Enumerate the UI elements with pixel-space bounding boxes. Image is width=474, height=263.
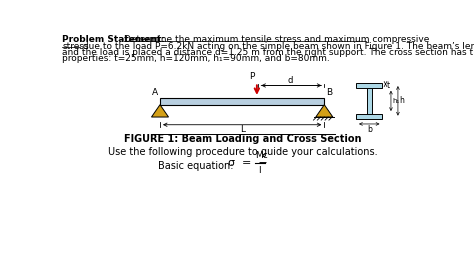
Text: stress: stress [63,42,89,50]
Bar [356,83,383,88]
Text: d: d [288,76,293,85]
Text: σ  =  −: σ = − [228,158,268,168]
Text: b: b [367,125,372,134]
Text: Mc: Mc [255,151,268,160]
Bar [367,88,372,114]
Bar [160,98,324,105]
Text: Determine the maximum tensile stress and maximum compressive: Determine the maximum tensile stress and… [124,36,429,44]
Text: I: I [258,166,261,175]
Text: Use the following procedure to guide your calculations.: Use the following procedure to guide you… [108,147,378,157]
Text: L: L [240,125,245,134]
Text: Basic equation:: Basic equation: [158,161,234,171]
Text: A: A [152,88,158,97]
Text: t: t [387,81,390,90]
Text: properties: t=25mm, h=120mm, h₁=90mm, and b=80mm.: properties: t=25mm, h=120mm, h₁=90mm, an… [63,54,330,63]
Text: due to the load P=6.2kN acting on the simple beam shown in Figure 1. The beam’s : due to the load P=6.2kN acting on the si… [80,42,474,50]
Bar [356,114,383,119]
Polygon shape [316,105,333,117]
Text: and the load is placed a distance d=1.25 m from the right support. The cross sec: and the load is placed a distance d=1.25… [63,48,474,57]
Text: B: B [326,88,332,97]
Text: P: P [249,72,255,81]
Text: h₁: h₁ [392,98,400,104]
Text: h: h [400,96,404,105]
Text: Problem Statement:: Problem Statement: [63,36,165,44]
Text: FIGURE 1: Beam Loading and Cross Section: FIGURE 1: Beam Loading and Cross Section [124,134,362,144]
Polygon shape [152,105,169,117]
